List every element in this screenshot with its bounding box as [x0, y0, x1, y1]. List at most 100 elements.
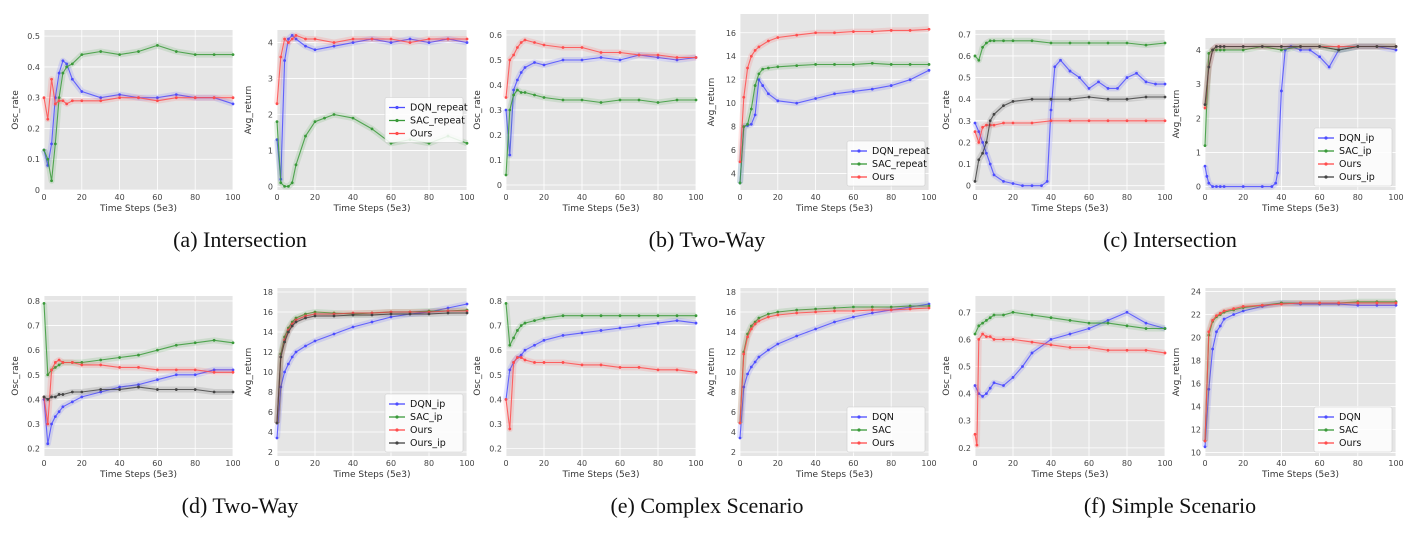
y-tick-label: 4 [1196, 46, 1201, 55]
data-point-Ours_ip [294, 320, 298, 324]
data-point-Ours [53, 361, 57, 364]
data-point-Ours [370, 37, 374, 41]
data-point-DQN_ip [50, 422, 53, 426]
data-point-Ours [1207, 330, 1211, 334]
data-point-Ours_ip [985, 141, 988, 144]
data-point-Ours [1125, 348, 1129, 352]
data-point-Ours [776, 313, 780, 317]
data-point-Ours [408, 310, 412, 314]
y-tick-label: 0.3 [958, 417, 971, 426]
x-tick-label: 60 [615, 459, 625, 468]
data-point-Ours_ip [42, 395, 46, 399]
data-point-DQN_ip [193, 373, 197, 377]
data-point-Ours_ip [1280, 45, 1283, 48]
data-point-DQN [776, 342, 780, 346]
data-point-Ours [80, 363, 84, 367]
data-point-Ours [981, 125, 984, 129]
data-point-DQN_ip [992, 173, 996, 177]
data-point-Ours [46, 117, 50, 121]
caption-f: (f) Simple Scenario [1083, 493, 1257, 518]
data-point-DQN_ip [1053, 65, 1057, 69]
data-point-SAC_repeat [516, 88, 519, 92]
y-tick-label: 10 [1191, 449, 1201, 458]
data-point-Ours [279, 55, 283, 59]
data-point-Ours [519, 356, 523, 359]
legend-label-Ours: Ours [1339, 159, 1361, 170]
data-point-DQN_repeat [287, 37, 290, 41]
data-point-DQN [519, 353, 523, 357]
data-point-DQN [675, 319, 679, 323]
data-point-Ours [290, 37, 294, 41]
data-point-DQN [927, 302, 931, 306]
y-tick-label: 12 [726, 348, 736, 357]
legend-label-Ours: Ours [410, 129, 432, 140]
data-point-SAC_repeat [561, 98, 565, 102]
y-tick-label: 0.5 [958, 363, 971, 372]
data-point-SAC_repeat [156, 43, 159, 47]
data-point-Ours [988, 335, 992, 339]
x-tick-label: 40 [115, 193, 125, 202]
data-point-SAC_repeat [742, 125, 746, 129]
data-point-DQN_repeat [533, 61, 536, 64]
data-point-Ours_ip [1337, 48, 1341, 52]
data-point-Ours [294, 33, 298, 37]
data-point-DQN_repeat [508, 153, 512, 157]
data-point-DQN [1011, 375, 1015, 379]
data-point-Ours [1125, 119, 1129, 123]
data-point-Ours [65, 102, 69, 106]
y-tick-label: 6 [268, 408, 273, 417]
data-point-SAC_repeat [738, 181, 742, 185]
data-point-DQN [852, 315, 855, 319]
x-axis-label: Time Steps (5e3) [562, 470, 640, 480]
data-point-DQN_repeat [465, 41, 469, 44]
data-point-DQN_repeat [870, 87, 874, 91]
caption-d: (d) Two-Way [181, 493, 299, 518]
caption-c: (c) Intersection [1103, 227, 1237, 252]
series-line-DQN [739, 303, 930, 439]
data-point-Ours [738, 421, 742, 425]
data-point-Ours [516, 46, 519, 49]
data-point-Ours [80, 99, 84, 103]
data-point-DQN_repeat [814, 97, 817, 100]
y-tick-label: 0.5 [489, 56, 502, 65]
data-point-DQN_repeat [427, 41, 431, 44]
data-point-SAC_repeat [580, 98, 584, 102]
data-point-SAC_ip [1144, 43, 1148, 47]
data-point-SAC [561, 314, 565, 318]
data-point-Ours [516, 356, 519, 359]
data-point-Ours [313, 312, 317, 316]
data-point-Ours_ip [313, 314, 317, 318]
series-line-DQN_ip [276, 303, 468, 439]
data-point-Ours_ip [287, 330, 290, 334]
y-tick-label: 12 [263, 348, 273, 357]
data-point-SAC [1087, 321, 1091, 325]
x-tick-label: 80 [1122, 459, 1132, 468]
data-point-DQN_repeat [50, 142, 53, 146]
data-point-DQN_repeat [304, 44, 307, 48]
data-point-SAC_repeat [118, 53, 121, 57]
data-point-Ours [656, 53, 660, 57]
data-point-Ours [504, 397, 508, 401]
series-line-SAC_repeat [505, 89, 696, 176]
data-point-SAC_ip [1203, 144, 1207, 147]
x-tick-label: 100 [225, 193, 240, 202]
y-tick-label: 14 [1191, 403, 1201, 412]
data-point-DQN_ip [985, 151, 988, 155]
data-point-SAC_ip [973, 54, 977, 58]
data-point-SAC_repeat [533, 93, 536, 97]
data-point-Ours [1106, 119, 1110, 123]
data-point-DQN_repeat [776, 99, 780, 103]
x-tick-label: 100 [921, 459, 936, 468]
data-point-DQN_ip [294, 350, 298, 354]
data-point-DQN_repeat [231, 102, 235, 106]
data-point-Ours [1218, 311, 1222, 315]
y-tick-label: 1 [268, 146, 273, 155]
legend: DQN_ip SAC_ip Ours Ours_ip [1313, 127, 1393, 187]
data-point-DQN_ip [332, 332, 336, 336]
data-point-DQN_ip [1218, 185, 1222, 188]
data-point-Ours [389, 37, 393, 41]
data-point-Ours_ip [1375, 45, 1379, 48]
data-point-SAC_ip [1049, 41, 1053, 45]
data-point-DQN_ip [1021, 184, 1024, 188]
data-point-Ours [57, 99, 61, 103]
